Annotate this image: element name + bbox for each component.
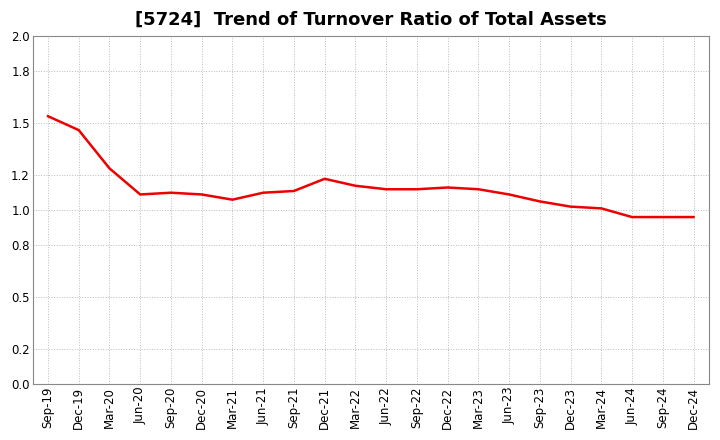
Title: [5724]  Trend of Turnover Ratio of Total Assets: [5724] Trend of Turnover Ratio of Total … (135, 11, 607, 29)
